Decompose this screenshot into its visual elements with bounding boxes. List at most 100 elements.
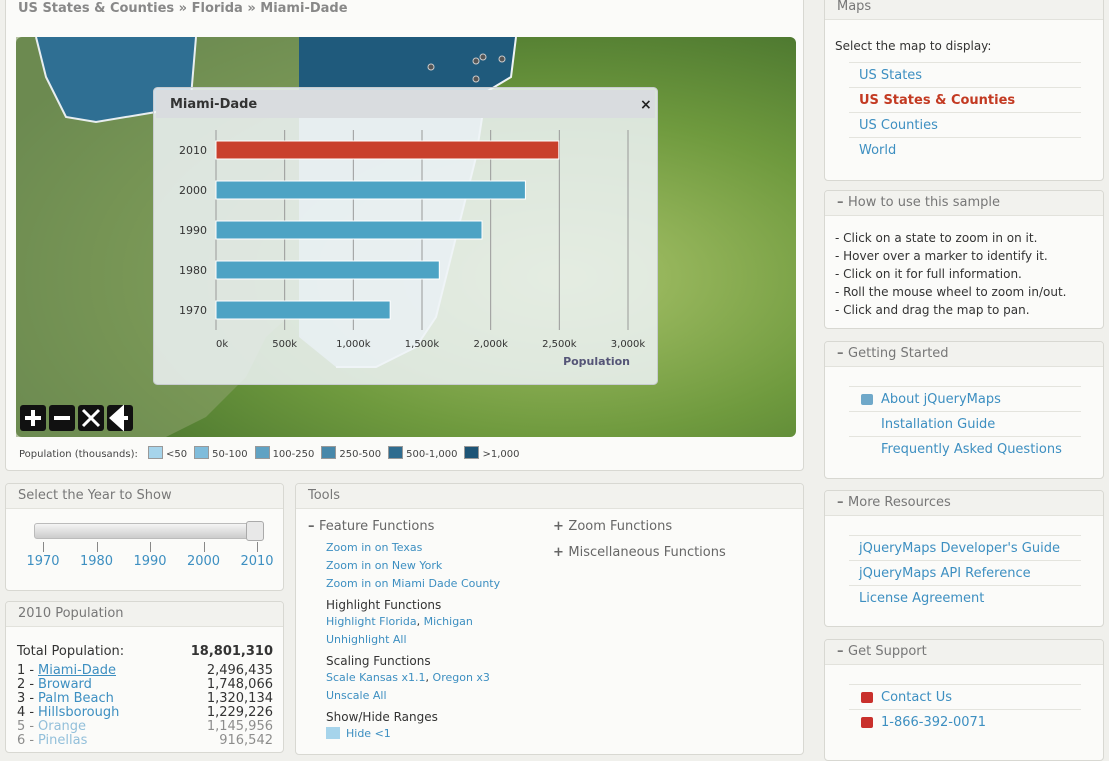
- tool-link[interactable]: Highlight Florida: [326, 615, 417, 628]
- year-label[interactable]: 1970: [26, 554, 60, 569]
- map-legend: Population (thousands): <50 50-100 100-250…: [19, 446, 520, 460]
- nav-link[interactable]: World: [859, 143, 897, 158]
- rank: 3 -: [17, 691, 35, 706]
- divider: [849, 62, 1081, 63]
- instruction: - Hover over a marker to identify it.: [835, 249, 1048, 263]
- population-panel: 2010 Population Total Population: 18,801…: [5, 601, 284, 753]
- section-header[interactable]: + Miscellaneous Functions: [553, 545, 726, 560]
- legend-swatch: [321, 446, 337, 459]
- tool-link[interactable]: Hide <1: [346, 727, 391, 740]
- legend-swatch: [148, 446, 164, 459]
- x-tick-label: 1,500k: [405, 339, 440, 350]
- legend-item: 100-250: [272, 449, 315, 460]
- link-line: Scale Kansas x1.1, Oregon x3: [326, 671, 490, 684]
- nav-link[interactable]: jQueryMaps Developer's Guide: [859, 541, 1060, 556]
- tool-link[interactable]: Zoom in on New York: [326, 559, 443, 572]
- range-swatch: [326, 727, 340, 739]
- nav-link[interactable]: US Counties: [859, 118, 938, 133]
- tool-link[interactable]: Unscale All: [326, 689, 387, 702]
- tool-link[interactable]: Unhighlight All: [326, 633, 407, 646]
- nav-link[interactable]: Installation Guide: [881, 417, 996, 432]
- x-tick-label: 0k: [216, 339, 228, 350]
- total-value: 18,801,310: [190, 644, 273, 659]
- legend-item: >1,000: [482, 449, 520, 460]
- panel-title: – How to use this sample: [825, 191, 1103, 216]
- page: US States & Counties » Florida » Miami-D…: [5, 0, 1104, 761]
- nav-link[interactable]: jQueryMaps API Reference: [859, 566, 1031, 581]
- nav-link[interactable]: Frequently Asked Questions: [881, 442, 1062, 457]
- panel-title: Tools: [296, 484, 803, 509]
- link-icon: [861, 419, 873, 430]
- year-panel: Select the Year to Show 1970 1980 1990 2000…: [5, 483, 284, 591]
- divider: [849, 684, 1081, 685]
- toggle-icon: +: [553, 519, 569, 534]
- year-tick: [150, 542, 151, 552]
- y-tick-label: 2010: [179, 144, 207, 157]
- section-title: Zoom Functions: [568, 519, 673, 534]
- nav-link[interactable]: US States & Counties: [859, 93, 1016, 108]
- section-header[interactable]: – Feature Functions: [308, 519, 434, 534]
- map-controls: [20, 404, 133, 432]
- y-tick-label: 1980: [179, 264, 207, 277]
- panel-title-text: More Resources: [848, 495, 951, 510]
- panel-title-text: How to use this sample: [848, 195, 1000, 210]
- x-tick-label: 2,500k: [542, 339, 577, 350]
- breadcrumb: US States & Counties » Florida » Miami-D…: [18, 1, 348, 16]
- legend-item: <50: [166, 449, 188, 460]
- legend-swatch: [464, 446, 480, 459]
- year-label[interactable]: 2010: [240, 554, 274, 569]
- panel-title-text: Get Support: [848, 644, 927, 659]
- panel-title: – More Resources: [825, 491, 1103, 516]
- group-title: Highlight Functions: [326, 598, 442, 612]
- county-link[interactable]: Hillsborough: [38, 705, 120, 720]
- tool-link[interactable]: Scale Kansas x1.1: [326, 671, 426, 684]
- nav-link[interactable]: 1-866-392-0071: [881, 715, 987, 730]
- year-tick: [203, 542, 205, 552]
- legend-label: Population (thousands):: [19, 449, 138, 460]
- close-button[interactable]: ×: [640, 97, 652, 113]
- divider: [849, 386, 1081, 387]
- link-icon: [861, 394, 873, 405]
- year-label[interactable]: 1980: [79, 554, 114, 569]
- panel-title: – Getting Started: [825, 342, 1103, 367]
- nav-link[interactable]: Contact Us: [881, 690, 952, 705]
- panel-title: – Get Support: [825, 640, 1103, 665]
- tool-link[interactable]: Zoom in on Miami Dade County: [326, 577, 501, 590]
- panel-title: Select the Year to Show: [6, 484, 283, 509]
- divider: [849, 560, 1081, 561]
- group-title: Show/Hide Ranges: [326, 710, 438, 724]
- tool-link[interactable]: Michigan: [423, 615, 473, 628]
- nav-link[interactable]: About jQueryMaps: [881, 392, 1001, 407]
- separator: ,: [416, 615, 421, 628]
- county-value: 2,496,435: [206, 663, 273, 678]
- county-link[interactable]: Miami-Dade: [38, 663, 116, 678]
- rank: 4 -: [17, 705, 35, 720]
- getting-started-panel: – Getting Started About jQueryMaps Instal…: [824, 341, 1104, 479]
- popup-title: Miami-Dade: [170, 97, 257, 112]
- bar: [215, 260, 440, 280]
- toggle-icon: –: [308, 519, 320, 534]
- year-label[interactable]: 2000: [186, 554, 221, 569]
- tool-link[interactable]: Oregon x3: [432, 671, 490, 684]
- slider-handle[interactable]: [246, 521, 264, 541]
- popup: Miami-Dade × 0k 500k 1,000k 1,500k 2,000k 2,5…: [153, 87, 658, 385]
- year-label[interactable]: 1990: [133, 554, 167, 569]
- nav-link[interactable]: US States: [859, 68, 923, 83]
- county-link[interactable]: Palm Beach: [38, 691, 114, 706]
- year-tick: [257, 542, 258, 552]
- divider: [849, 535, 1081, 536]
- divider: [849, 411, 1081, 412]
- tool-link[interactable]: Zoom in on Texas: [326, 541, 423, 554]
- x-tick-label: 2,000k: [473, 339, 508, 350]
- panel-title-text: Getting Started: [848, 346, 949, 361]
- county-value: 1,748,066: [206, 677, 273, 692]
- nav-link[interactable]: License Agreement: [859, 591, 985, 606]
- divider: [849, 87, 1081, 88]
- section-header[interactable]: + Zoom Functions: [553, 519, 672, 534]
- county-link[interactable]: Broward: [38, 677, 92, 692]
- county-link[interactable]: Orange: [38, 719, 87, 734]
- instruction: - Click and drag the map to pan.: [835, 303, 1030, 317]
- maps-panel: Maps Select the map to display: US State…: [824, 0, 1104, 181]
- divider: [849, 436, 1081, 437]
- bar: [215, 180, 526, 200]
